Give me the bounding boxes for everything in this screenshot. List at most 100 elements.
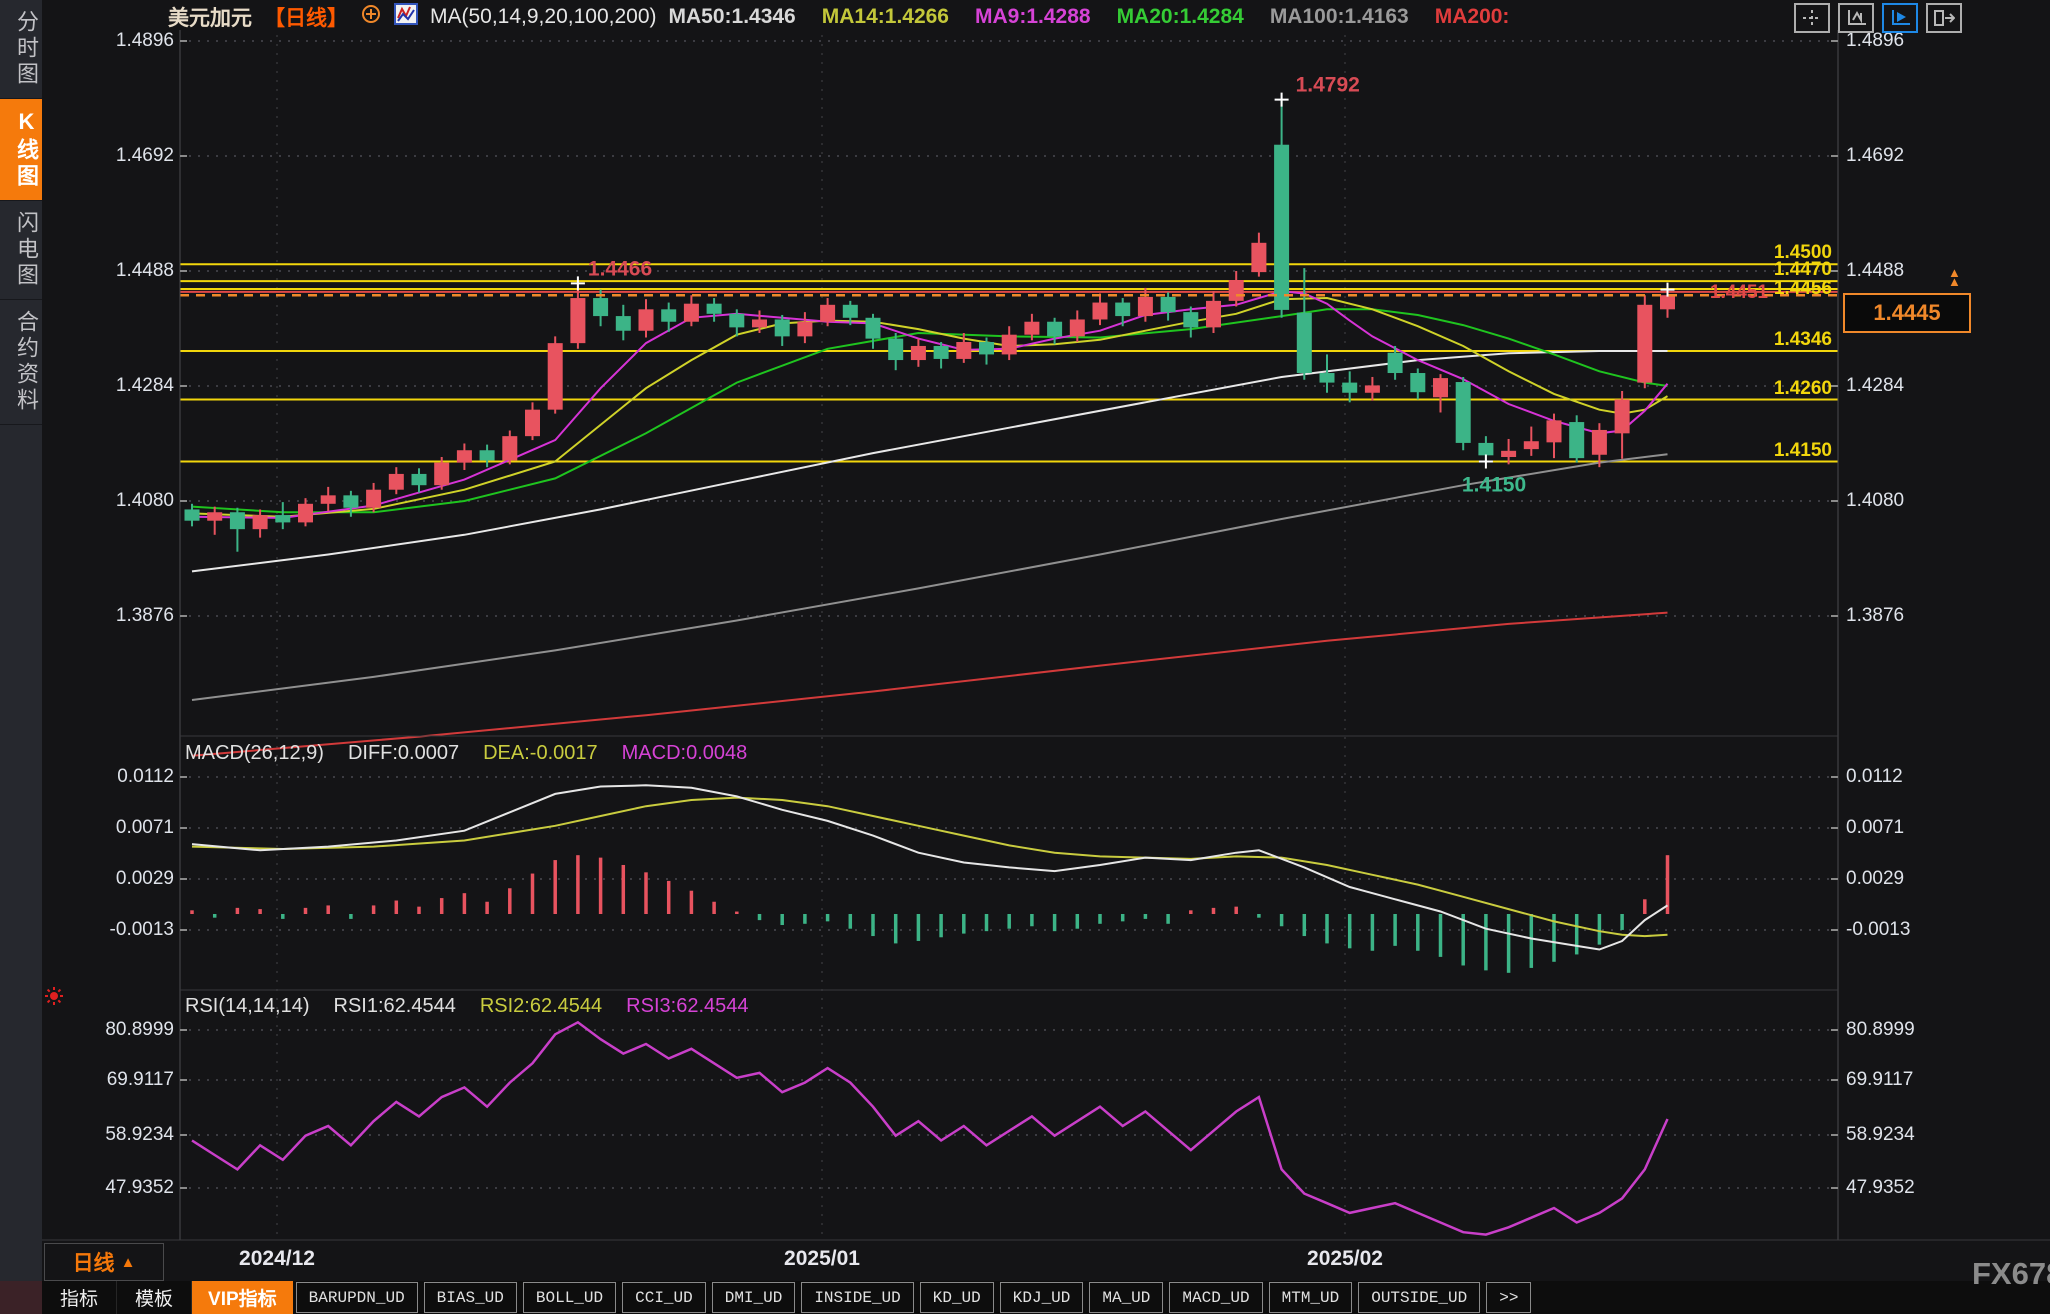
- ma-legend-item: MA200:: [1434, 5, 1510, 28]
- axis-tick-label: 1.4692: [115, 145, 174, 166]
- pan-right-icon[interactable]: [1926, 3, 1962, 33]
- symbol-title: 美元加元: [168, 7, 252, 30]
- ma-legend: MA50:1.4346 MA14:1.4266 MA9:1.4288 MA20:1.4…: [669, 5, 1510, 29]
- axis-tick-label: 0.0112: [1846, 766, 1903, 787]
- svg-text:1.4792: 1.4792: [1296, 74, 1360, 97]
- axis-tick-label: 47.9352: [1846, 1177, 1915, 1198]
- circle-plus-icon[interactable]: [360, 3, 382, 31]
- axis-tick-label: 1.4692: [1846, 145, 1905, 166]
- ma-legend-item: MA100:1.4163: [1269, 5, 1409, 28]
- macd-dea-value: DEA:-0.0017: [483, 742, 598, 764]
- watermark: FX678: [1972, 1256, 2050, 1291]
- macd-diff-value: DIFF:0.0007: [347, 742, 460, 764]
- axis-tick-label: 1.4284: [115, 375, 174, 396]
- alert-sun-icon[interactable]: [44, 986, 64, 1011]
- sidebar-item-3[interactable]: 合约资料: [0, 300, 42, 425]
- axis-tick-label: 58.9234: [1846, 1124, 1915, 1145]
- svg-text:1.4466: 1.4466: [588, 257, 652, 280]
- sidebar-item-2[interactable]: 闪电图: [0, 201, 42, 300]
- ma-legend-item: MA50:1.4346: [668, 5, 796, 28]
- level-price-label: 1.4470: [1773, 259, 1832, 281]
- toolbar-button-cciud[interactable]: CCI_UD: [622, 1282, 706, 1313]
- crosshair-icon[interactable]: [1794, 3, 1830, 33]
- x-axis-date: 2024/12: [239, 1247, 315, 1270]
- axis-tick-label: 1.4284: [1846, 375, 1905, 396]
- level-price-label: 1.4260: [1773, 377, 1832, 399]
- toolbar-button-vip[interactable]: VIP指标: [192, 1281, 293, 1314]
- toolbar-button-kdud[interactable]: KD_UD: [919, 1282, 994, 1313]
- left-sidebar: 分时图 K线图 闪电图 合约资料: [0, 0, 42, 1314]
- period-tag: 【日线】: [264, 7, 348, 30]
- axis-tick-label: 69.9117: [106, 1069, 174, 1090]
- level-price-label: 1.4456: [1773, 278, 1832, 300]
- sidebar-item-1[interactable]: K线图: [0, 99, 42, 201]
- axis-tick-label: 80.8999: [1846, 1019, 1915, 1040]
- axis-tick-label: -0.0013: [1846, 919, 1911, 940]
- axis-tick-label: 1.4896: [1846, 30, 1905, 51]
- axis-play-icon[interactable]: [1882, 3, 1918, 33]
- svg-text:1.4150: 1.4150: [1462, 474, 1526, 497]
- period-arrow-icon: ▲: [120, 1253, 136, 1271]
- candlesticks: [184, 99, 1675, 552]
- chart-canvas: 1.4466 1.4792 1.4150: [42, 30, 2050, 1241]
- toolbar-button-macdud[interactable]: MACD_UD: [1169, 1282, 1263, 1313]
- toolbar-button-barupdnud[interactable]: BARUPDN_UD: [295, 1282, 418, 1313]
- axis-tick-label: 80.8999: [105, 1019, 174, 1040]
- axis-tick-label: 1.4488: [1846, 260, 1905, 281]
- toolbar-button-insideud[interactable]: INSIDE_UD: [801, 1282, 914, 1313]
- toolbar-button-dmiud[interactable]: DMI_UD: [711, 1282, 796, 1313]
- sidebar-bottom-block: [0, 1281, 42, 1314]
- axis-tick-label: 47.9352: [105, 1177, 174, 1198]
- macd-header: MACD(26,12,9) DIFF:0.0007 DEA:-0.0017 MA…: [185, 742, 747, 765]
- ma-legend-item: MA14:1.4266: [821, 5, 949, 28]
- toolbar-button-biasud[interactable]: BIAS_UD: [423, 1282, 517, 1313]
- period-selector[interactable]: 日线 ▲: [44, 1243, 164, 1281]
- toolbar-button-[interactable]: 模板: [117, 1281, 193, 1314]
- level-price-label: 1.4500: [1773, 242, 1832, 264]
- toolbar-button-[interactable]: 指标: [42, 1281, 118, 1314]
- sidebar-item-0[interactable]: 分时图: [0, 0, 42, 99]
- axis-tick-label: 1.4488: [115, 260, 174, 281]
- toolbar-button-kdjud[interactable]: KDJ_UD: [999, 1282, 1084, 1313]
- level-price-label: 1.4150: [1773, 439, 1832, 461]
- axis-scale-icon[interactable]: [1838, 3, 1874, 33]
- header-icon-group: [1794, 3, 1962, 33]
- current-price-box: 1.4445: [1843, 293, 1971, 333]
- rsi2-value: RSI2:62.4544: [479, 995, 603, 1017]
- ma-settings-label: MA(50,14,9,20,100,200): [430, 5, 657, 28]
- axis-tick-label: 69.9117: [1846, 1069, 1914, 1090]
- chart-header: 美元加元 【日线】 MA(50,14,9,20,100,200) MA50:1.…: [168, 2, 1509, 32]
- axis-tick-label: 58.9234: [105, 1124, 174, 1145]
- toolbar-button-mtmud[interactable]: MTM_UD: [1268, 1282, 1353, 1313]
- axis-tick-label: 0.0071: [1846, 817, 1905, 838]
- axis-tick-label: -0.0013: [109, 919, 174, 940]
- axis-tick-label: 0.0029: [115, 868, 174, 889]
- rsi3-value: RSI3:62.4544: [626, 995, 749, 1017]
- ma-legend-item: MA9:1.4288: [975, 5, 1091, 28]
- axis-tick-label: 1.3876: [115, 605, 174, 626]
- axis-tick-label: 1.3876: [1846, 605, 1905, 626]
- toolbar-button-maud[interactable]: MA_UD: [1089, 1282, 1164, 1313]
- level-price-label: 1.4451: [1709, 281, 1768, 303]
- axis-tick-label: 1.4896: [115, 30, 174, 51]
- indicator-chart-icon[interactable]: [394, 3, 418, 31]
- period-label: 日线: [72, 1252, 115, 1275]
- macd-macd-value: MACD:0.0048: [621, 742, 748, 764]
- toolbar-button-bollud[interactable]: BOLL_UD: [522, 1282, 617, 1313]
- price-up-arrow-icon: ▲ ▲: [1948, 265, 1961, 289]
- macd-title: MACD(26,12,9): [185, 742, 324, 764]
- axis-tick-label: 1.4080: [1846, 490, 1905, 511]
- axis-tick-label: 0.0112: [117, 766, 174, 787]
- rsi-title: RSI(14,14,14): [185, 995, 310, 1017]
- rsi-header: RSI(14,14,14) RSI1:62.4544 RSI2:62.4544 …: [185, 995, 749, 1018]
- toolbar-button->>[interactable]: >>: [1486, 1282, 1532, 1313]
- ma-legend-item: MA20:1.4284: [1116, 5, 1244, 28]
- axis-tick-label: 1.4080: [115, 490, 174, 511]
- axis-tick-label: 0.0029: [1846, 868, 1905, 889]
- level-price-label: 1.4346: [1773, 329, 1832, 351]
- axis-tick-label: 0.0071: [115, 817, 174, 838]
- toolbar-button-outsideud[interactable]: OUTSIDE_UD: [1358, 1282, 1481, 1313]
- indicator-toolbar: 指标 模板 VIP指标 BARUPDN_UD BIAS_UD BOLL_UD CCI_UD D…: [42, 1281, 2050, 1314]
- current-price-value: 1.4445: [1873, 300, 1941, 325]
